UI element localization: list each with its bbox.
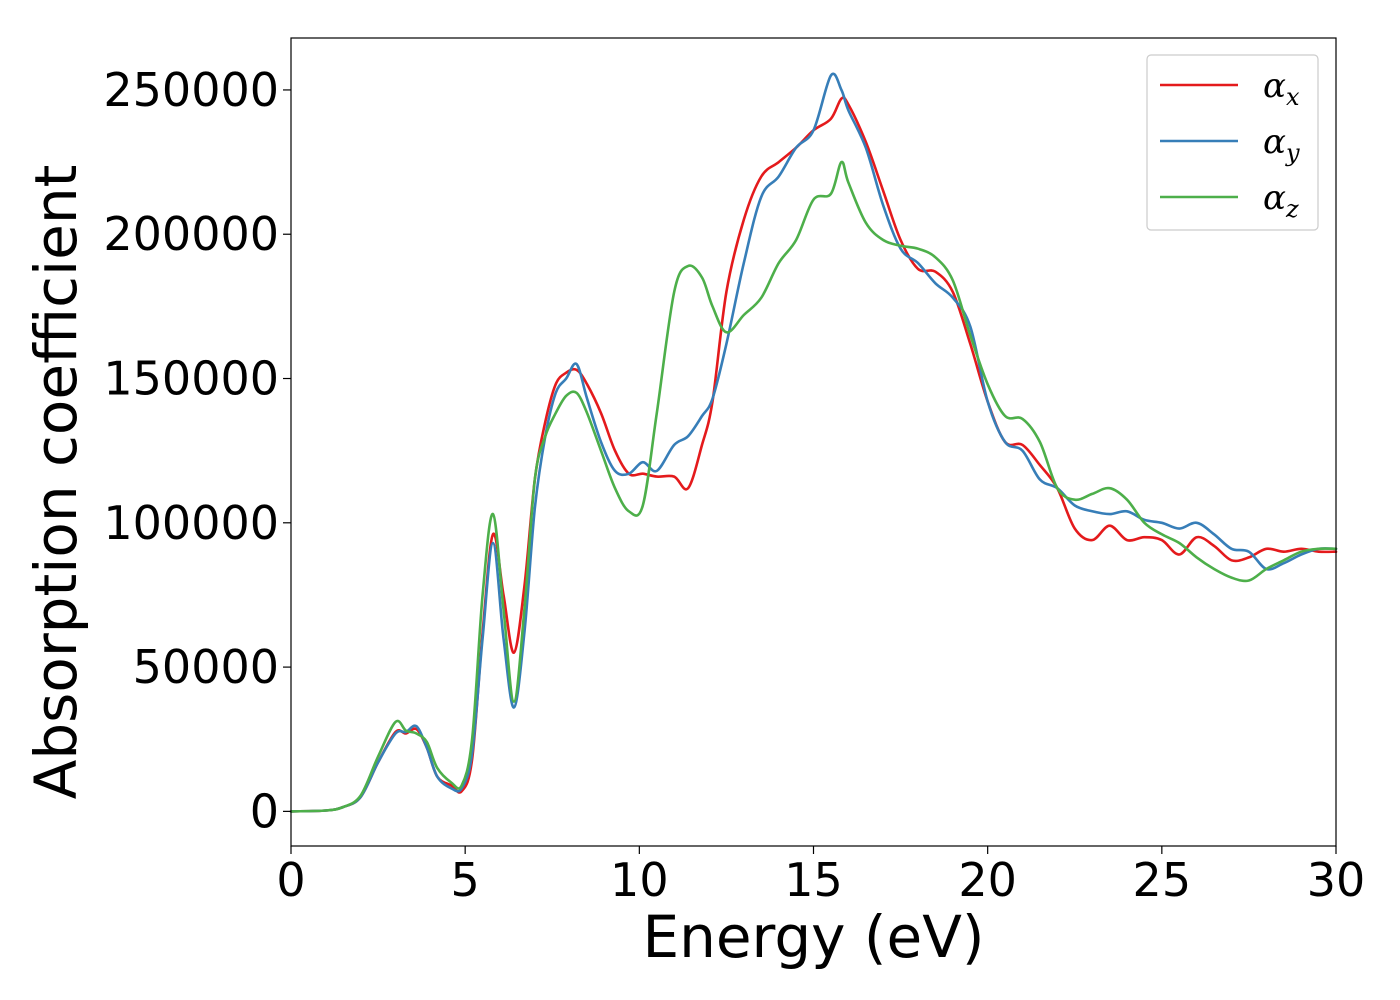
y-tick-label: 50000 xyxy=(133,640,279,694)
y-tick-label: 250000 xyxy=(103,63,279,117)
y-tick-label: 100000 xyxy=(103,496,279,550)
y-tick-label: 150000 xyxy=(103,352,279,406)
x-axis-ticks: 0 5 10 15 20 25 30 xyxy=(276,846,1365,907)
y-axis-ticks: 0 50000 100000 150000 200000 250000 xyxy=(103,63,291,838)
series-line-z xyxy=(289,160,1338,813)
y-axis-title: Absorption coefficient xyxy=(22,165,90,800)
x-tick-label: 20 xyxy=(958,853,1017,907)
x-tick-label: 15 xyxy=(784,853,843,907)
x-tick-label: 5 xyxy=(451,853,480,907)
legend-label-x: αx xyxy=(1263,66,1300,111)
x-tick-label: 10 xyxy=(610,853,669,907)
legend: αx αy αz xyxy=(1146,54,1319,231)
x-tick-label: 30 xyxy=(1307,853,1366,907)
legend-box xyxy=(1146,54,1319,231)
series-line-y xyxy=(289,72,1338,813)
x-tick-label: 0 xyxy=(276,853,305,907)
y-tick-label: 200000 xyxy=(103,207,279,261)
series-layer xyxy=(289,72,1338,813)
x-axis-title: Energy (eV) xyxy=(642,903,984,971)
legend-label-z: αz xyxy=(1263,178,1299,223)
legend-label-y: αy xyxy=(1263,122,1300,167)
y-tick-label: 0 xyxy=(250,784,279,838)
x-tick-label: 25 xyxy=(1133,853,1192,907)
